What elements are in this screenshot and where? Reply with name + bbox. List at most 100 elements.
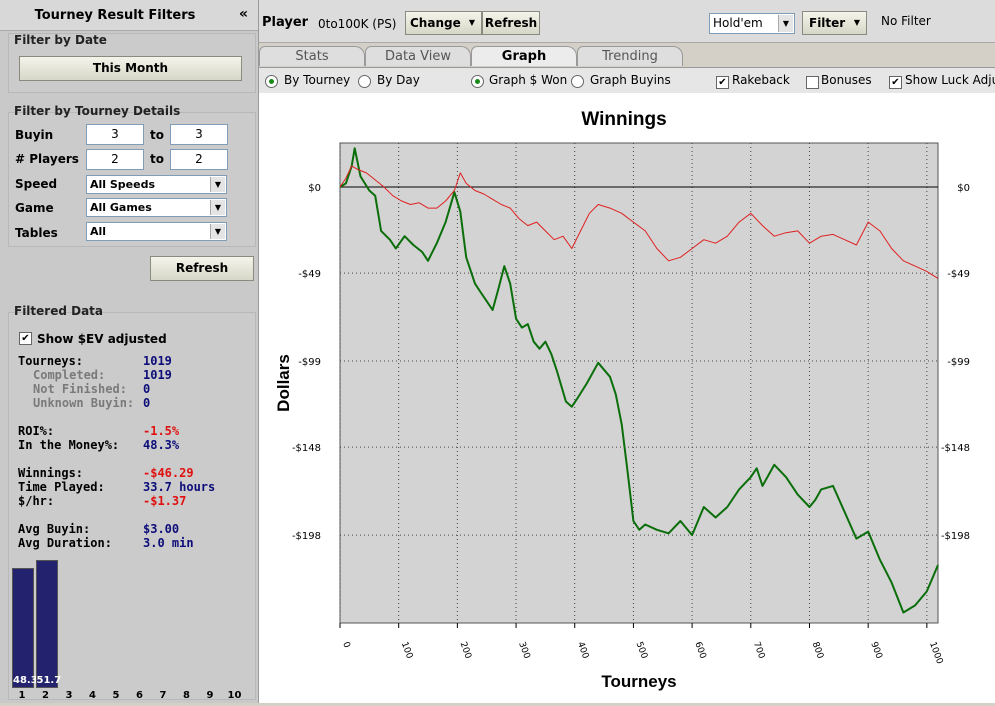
finish-position-bar — [12, 568, 34, 688]
by-tourney-radio[interactable] — [265, 75, 278, 88]
finish-position-label: 3 — [65, 690, 73, 701]
filtered-data-heading: Filtered Data — [14, 304, 104, 318]
filter-by-details-heading: Filter by Tourney Details — [14, 104, 181, 118]
tab-trending[interactable]: Trending — [577, 46, 683, 66]
game-select[interactable]: All Games ▼ — [86, 198, 227, 217]
tables-label: Tables — [15, 226, 58, 240]
y-tick-label-right: -$198 — [941, 531, 970, 542]
chevron-down-icon[interactable]: ▼ — [210, 200, 225, 215]
filter-button-label: Filter — [809, 16, 846, 30]
x-tick-label: 0 — [340, 641, 351, 650]
buyin-label: Buyin — [15, 128, 54, 142]
to-label: to — [150, 152, 164, 166]
show-luck-checkbox[interactable]: ✔ — [889, 76, 902, 89]
by-day-radio[interactable] — [358, 75, 371, 88]
tab-graph[interactable]: Graph — [471, 46, 577, 66]
players-to-input[interactable]: 2 — [170, 149, 228, 170]
collapse-icon[interactable]: « — [238, 6, 248, 22]
finish-position-label: 10 — [227, 690, 242, 701]
refresh-button[interactable]: Refresh — [482, 11, 540, 35]
filter-panel-header: Tourney Result Filters « — [0, 0, 258, 31]
roi-label: ROI%: — [18, 424, 55, 438]
x-axis-label: Tourneys — [601, 672, 676, 691]
x-tick-label: 500 — [634, 641, 649, 661]
not-finished-value: 0 — [143, 382, 151, 396]
winnings-series-line — [339, 147, 939, 614]
y-tick-label-right: $0 — [957, 183, 970, 194]
speed-label: Speed — [15, 177, 58, 191]
x-tick-label: 700 — [751, 641, 766, 661]
finish-position-bar-label: 48.3 — [13, 675, 38, 686]
itm-value: 48.3% — [143, 438, 180, 452]
filter-button[interactable]: Filter ▼ — [802, 11, 867, 35]
unknown-buyin-value: 0 — [143, 396, 151, 410]
bonuses-label: Bonuses — [821, 73, 872, 87]
y-tick-label-left: -$49 — [298, 269, 321, 280]
graph-won-label: Graph $ Won — [489, 73, 568, 87]
y-tick-label-left: -$148 — [292, 443, 321, 454]
game-type-value: Hold'em — [713, 16, 763, 30]
chevron-down-icon[interactable]: ▼ — [778, 15, 793, 32]
game-label: Game — [15, 201, 54, 215]
filter-by-date-heading: Filter by Date — [14, 33, 107, 47]
plot-area — [339, 142, 939, 624]
change-player-button[interactable]: Change ▼ — [405, 11, 482, 35]
graph-buyins-label: Graph Buyins — [590, 73, 671, 87]
game-select-value: All Games — [90, 201, 152, 214]
x-tick-label: 600 — [692, 641, 707, 661]
x-tick-label: 100 — [399, 641, 414, 661]
unknown-buyin-label: Unknown Buyin: — [33, 396, 135, 410]
tab-data-view[interactable]: Data View — [365, 46, 471, 66]
chevron-down-icon: ▼ — [468, 18, 475, 27]
time-played-label: Time Played: — [18, 480, 105, 494]
winnings-label: Winnings: — [18, 466, 84, 480]
finish-position-label: 6 — [136, 690, 143, 701]
graph-buyins-radio[interactable] — [571, 75, 584, 88]
finish-position-label: 4 — [89, 690, 96, 701]
player-toolbar: Player 0to100K (PS) Change ▼ Refresh Hol… — [259, 0, 995, 43]
chart-title: Winnings — [581, 109, 666, 130]
completed-value: 1019 — [143, 368, 172, 382]
player-label: Player — [262, 15, 309, 30]
avg-buyin-value: $3.00 — [143, 522, 180, 536]
x-tick-label: 200 — [458, 641, 473, 661]
buyin-from-input[interactable]: 3 — [86, 124, 144, 145]
completed-label: Completed: — [33, 368, 106, 382]
x-tick-label: 900 — [868, 641, 883, 661]
bonuses-checkbox[interactable] — [806, 76, 819, 89]
speed-select[interactable]: All Speeds ▼ — [86, 175, 227, 194]
filter-status: No Filter — [881, 14, 931, 28]
tab-stats[interactable]: Stats — [259, 46, 365, 66]
rakeback-label: Rakeback — [732, 73, 790, 87]
filter-panel-title: Tourney Result Filters — [34, 8, 196, 23]
to-label: to — [150, 128, 164, 142]
graph-won-radio[interactable] — [471, 75, 484, 88]
refresh-filters-button[interactable]: Refresh — [150, 256, 254, 281]
players-from-input[interactable]: 2 — [86, 149, 144, 170]
x-tick-label: 1000 — [927, 641, 944, 666]
winnings-graph: Winnings Tourneys Dollars 0 100 200 300 400 500 6… — [259, 93, 995, 703]
buyin-to-input[interactable]: 3 — [170, 124, 228, 145]
finish-position-label: 5 — [112, 690, 120, 701]
per-hour-value: -$1.37 — [143, 494, 187, 508]
y-tick-label-right: -$49 — [947, 269, 970, 280]
time-played-value: 33.7 hours — [143, 480, 216, 494]
y-tick-label-left: -$198 — [292, 531, 321, 542]
avg-duration-label: Avg Duration: — [18, 536, 112, 550]
rakeback-checkbox[interactable]: ✔ — [716, 76, 729, 89]
chevron-down-icon[interactable]: ▼ — [210, 224, 225, 239]
finish-position-bar — [35, 560, 58, 688]
show-ev-label: Show $EV adjusted — [37, 332, 167, 346]
finish-position-label: 2 — [42, 690, 49, 701]
roi-value: -1.5% — [143, 424, 180, 438]
show-ev-checkbox[interactable]: ✔ — [19, 332, 32, 345]
game-type-select[interactable]: Hold'em ▼ — [709, 13, 795, 34]
chevron-down-icon[interactable]: ▼ — [210, 177, 225, 192]
by-tourney-label: By Tourney — [284, 73, 351, 87]
filter-panel: Tourney Result Filters « Filter by Date … — [0, 0, 259, 703]
tables-select[interactable]: All ▼ — [86, 222, 227, 241]
x-tick-label: 400 — [575, 641, 590, 661]
per-hour-label: $/hr: — [18, 494, 55, 508]
itm-label: In the Money%: — [18, 438, 120, 452]
this-month-button[interactable]: This Month — [19, 56, 242, 81]
